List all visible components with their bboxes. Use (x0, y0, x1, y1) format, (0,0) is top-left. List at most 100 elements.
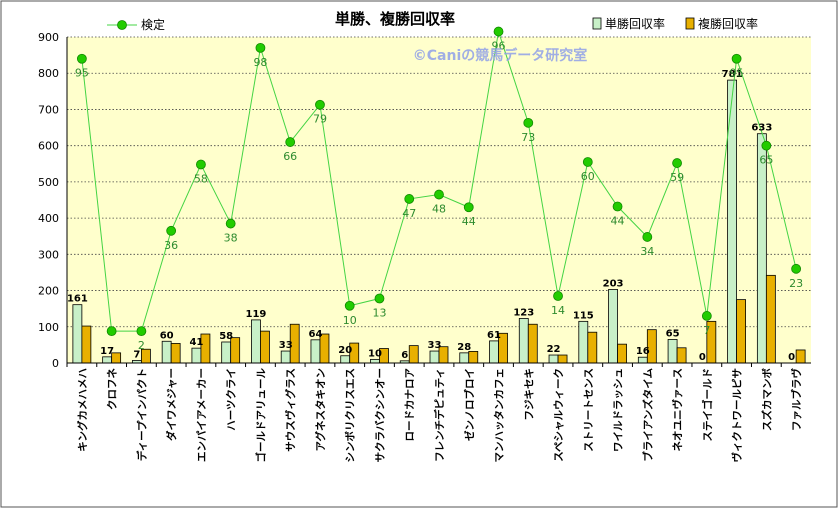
bar-tansho (102, 356, 113, 364)
x-tick-label: フレンチデピュティ (433, 368, 446, 462)
bar-value-label: 64 (308, 329, 322, 340)
bar-tansho (608, 289, 618, 364)
x-tick-label: アグネスタキオン (314, 368, 327, 451)
x-tick-label: ディープインパクト (135, 368, 148, 461)
bar-value-label: 0 (699, 352, 706, 363)
bar-tansho (340, 355, 351, 364)
kentei-label: 48 (432, 203, 446, 216)
y-tick-label: 600 (38, 140, 59, 153)
grid (67, 36, 811, 328)
bar-fukusho (81, 325, 92, 364)
kentei-label: 2 (138, 339, 145, 352)
kentei-label: 96 (492, 40, 506, 53)
x-tick-label: ダイワメジャー (165, 368, 178, 441)
x-tick-label: ファルブラヴ (790, 368, 803, 431)
x-tick-label: エンパイアメーカー (196, 368, 208, 462)
kentei-point (553, 291, 563, 301)
kentei-point (701, 311, 712, 321)
kentei-label: 95 (730, 67, 744, 80)
x-tick-label: ヴィクトワールピサ (731, 368, 744, 463)
legend-label: 複勝回収率 (698, 16, 758, 31)
bar-tansho (310, 339, 321, 364)
x-tick-label: ゴールドアリュール (254, 368, 267, 463)
y-tick-label: 300 (38, 248, 59, 261)
bar-value-label: 10 (368, 348, 382, 359)
kentei-point (255, 42, 266, 53)
kentei-point (196, 159, 206, 170)
kentei-point (225, 218, 236, 229)
kentei-point (672, 158, 682, 168)
kentei-point (136, 326, 147, 337)
bar-tansho (72, 304, 83, 364)
legend: 検定 単勝回収率 複勝回収率 (107, 16, 758, 32)
kentei-label: 34 (640, 245, 654, 258)
bar-tansho (251, 319, 261, 364)
x-tick-label: ゼンノロブロイ (463, 368, 476, 441)
bar-value-label: 33 (279, 340, 293, 351)
bar-tansho (370, 358, 380, 364)
bar-tansho (667, 339, 678, 364)
kentei-label: 14 (551, 304, 565, 317)
plot-area (67, 37, 811, 363)
bar-value-label: 161 (67, 294, 88, 305)
x-tick-label: マンハッタンカフェ (494, 368, 506, 463)
bar-tansho (756, 133, 767, 364)
bar-value-label: 16 (636, 346, 650, 357)
kentei-point (761, 140, 772, 151)
x-tick-label: フジキセキ (523, 368, 535, 421)
kentei-label: 44 (462, 215, 476, 228)
x-tick-label: ネオユニヴァース (671, 368, 684, 451)
kentei-point (791, 263, 802, 274)
y-tick-label: 900 (38, 31, 59, 44)
y-axis-ticks: 0 100 200 300 400 500 600 700 800 900 (38, 31, 59, 370)
y-tick-label: 400 (38, 212, 59, 225)
x-tick-label: ロードカナロア (404, 368, 416, 442)
kentei-label: 44 (611, 215, 625, 228)
bar-fukusho (408, 345, 419, 364)
kentei-label: 73 (521, 131, 535, 144)
bar-value-label: 119 (246, 309, 267, 320)
bar-tansho (548, 354, 559, 364)
bar-tansho (280, 350, 291, 364)
kentei-point (463, 202, 474, 213)
y-tick-label: 0 (52, 357, 59, 370)
x-tick-label: キングカメハメハ (76, 368, 89, 452)
kentei-point (285, 137, 296, 147)
y-tick-label: 100 (38, 321, 59, 334)
bar-tansho (191, 347, 202, 364)
kentei-point (642, 232, 653, 242)
x-tick-label: サクラバクシンオー (374, 368, 386, 462)
bar-value-label: 17 (100, 346, 114, 357)
x-tick-label: スペシャルウィーク (553, 368, 565, 462)
kentei-label: 38 (224, 232, 238, 245)
kentei-point (582, 157, 593, 167)
x-tick-label: シンボリクリスエス (344, 368, 357, 463)
x-tick-label: クロフネ (107, 368, 119, 410)
kentei-label: 98 (253, 56, 267, 69)
y-tick-label: 700 (38, 103, 59, 116)
bar-value-label: 20 (338, 345, 352, 356)
bar-fukusho (736, 299, 746, 364)
bar-fukusho (676, 347, 687, 364)
bar-fukusho (765, 274, 776, 364)
bar-value-label: 7 (133, 349, 140, 360)
x-tick-label: ブライアンズタイム (641, 368, 654, 462)
bar-value-label: 22 (547, 344, 561, 355)
x-axis-ticks: キングカメハメハ クロフネ ディープインパクト ダイワメジャー エンパイアメーカー ハーツ… (66, 363, 803, 463)
kentei-point (344, 300, 355, 311)
bar-value-label: 41 (189, 337, 203, 348)
bar-tansho (429, 350, 440, 364)
bar-tansho (221, 341, 232, 364)
kentei-label: 7 (703, 324, 710, 337)
kentei-point (315, 99, 325, 110)
kentei-label: 23 (789, 277, 803, 290)
kentei-label: 58 (194, 173, 208, 186)
bar-tansho (459, 352, 470, 364)
bar-fukusho (468, 351, 479, 364)
y-tick-label: 200 (38, 285, 59, 298)
x-tick-label: ステイゴールド (701, 368, 714, 442)
kentei-label: 10 (343, 314, 357, 327)
